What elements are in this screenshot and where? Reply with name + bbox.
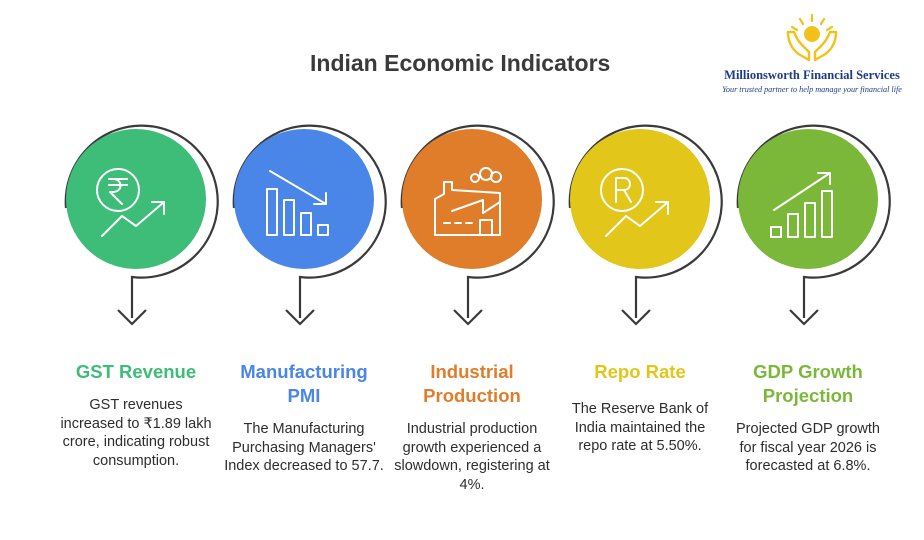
indicator-gst-revenue: GST Revenue GST revenues increased to ₹1… xyxy=(52,0,220,540)
indicator-repo-rate: Repo Rate The Reserve Bank of India main… xyxy=(556,0,724,540)
industrial-circle xyxy=(402,129,542,269)
industrial-heading: Industrial Production xyxy=(423,361,521,406)
industrial-node xyxy=(400,124,555,326)
repo-description: The Reserve Bank of India maintained the… xyxy=(571,401,709,454)
gdp-description: Projected GDP growth for fiscal year 202… xyxy=(736,421,880,474)
gst-heading: GST Revenue xyxy=(75,361,197,382)
rising-bar-chart-icon xyxy=(770,172,833,238)
gst-description: GST revenues increased to ₹1.89 lakh cro… xyxy=(60,397,212,469)
pmi-circle xyxy=(234,129,374,269)
rupee-growth-icon xyxy=(96,168,165,237)
pmi-heading: Manufacturing PMI xyxy=(240,361,368,406)
pmi-node xyxy=(232,124,387,326)
industrial-description: Industrial production growth experienced… xyxy=(394,421,550,493)
repo-node xyxy=(568,124,723,326)
gst-node xyxy=(64,124,219,326)
indicator-manufacturing-pmi: Manufacturing PMI The Manufacturing Purc… xyxy=(220,0,388,540)
indicator-industrial-production: Industrial Production Industrial product… xyxy=(388,0,556,540)
hands-sun-icon xyxy=(786,13,838,62)
gdp-heading: GDP Growth Projection xyxy=(753,361,863,406)
page-title-text: Indian Economic Indicators xyxy=(310,50,611,76)
company-logo: Millionsworth Financial Services Your tr… xyxy=(712,12,912,94)
repo-rate-growth-icon xyxy=(600,168,669,237)
factory-icon xyxy=(434,167,502,236)
repo-heading: Repo Rate xyxy=(594,361,686,382)
company-name: Millionsworth Financial Services xyxy=(724,68,900,82)
gdp-node xyxy=(736,124,891,326)
company-tagline: Your trusted partner to help manage your… xyxy=(722,85,902,94)
indicator-gdp-growth: GDP Growth Projection Projected GDP grow… xyxy=(724,0,892,540)
declining-bar-chart-icon xyxy=(266,170,329,236)
pmi-description: The Manufacturing Purchasing Managers' I… xyxy=(224,421,384,474)
gdp-circle xyxy=(738,129,878,269)
